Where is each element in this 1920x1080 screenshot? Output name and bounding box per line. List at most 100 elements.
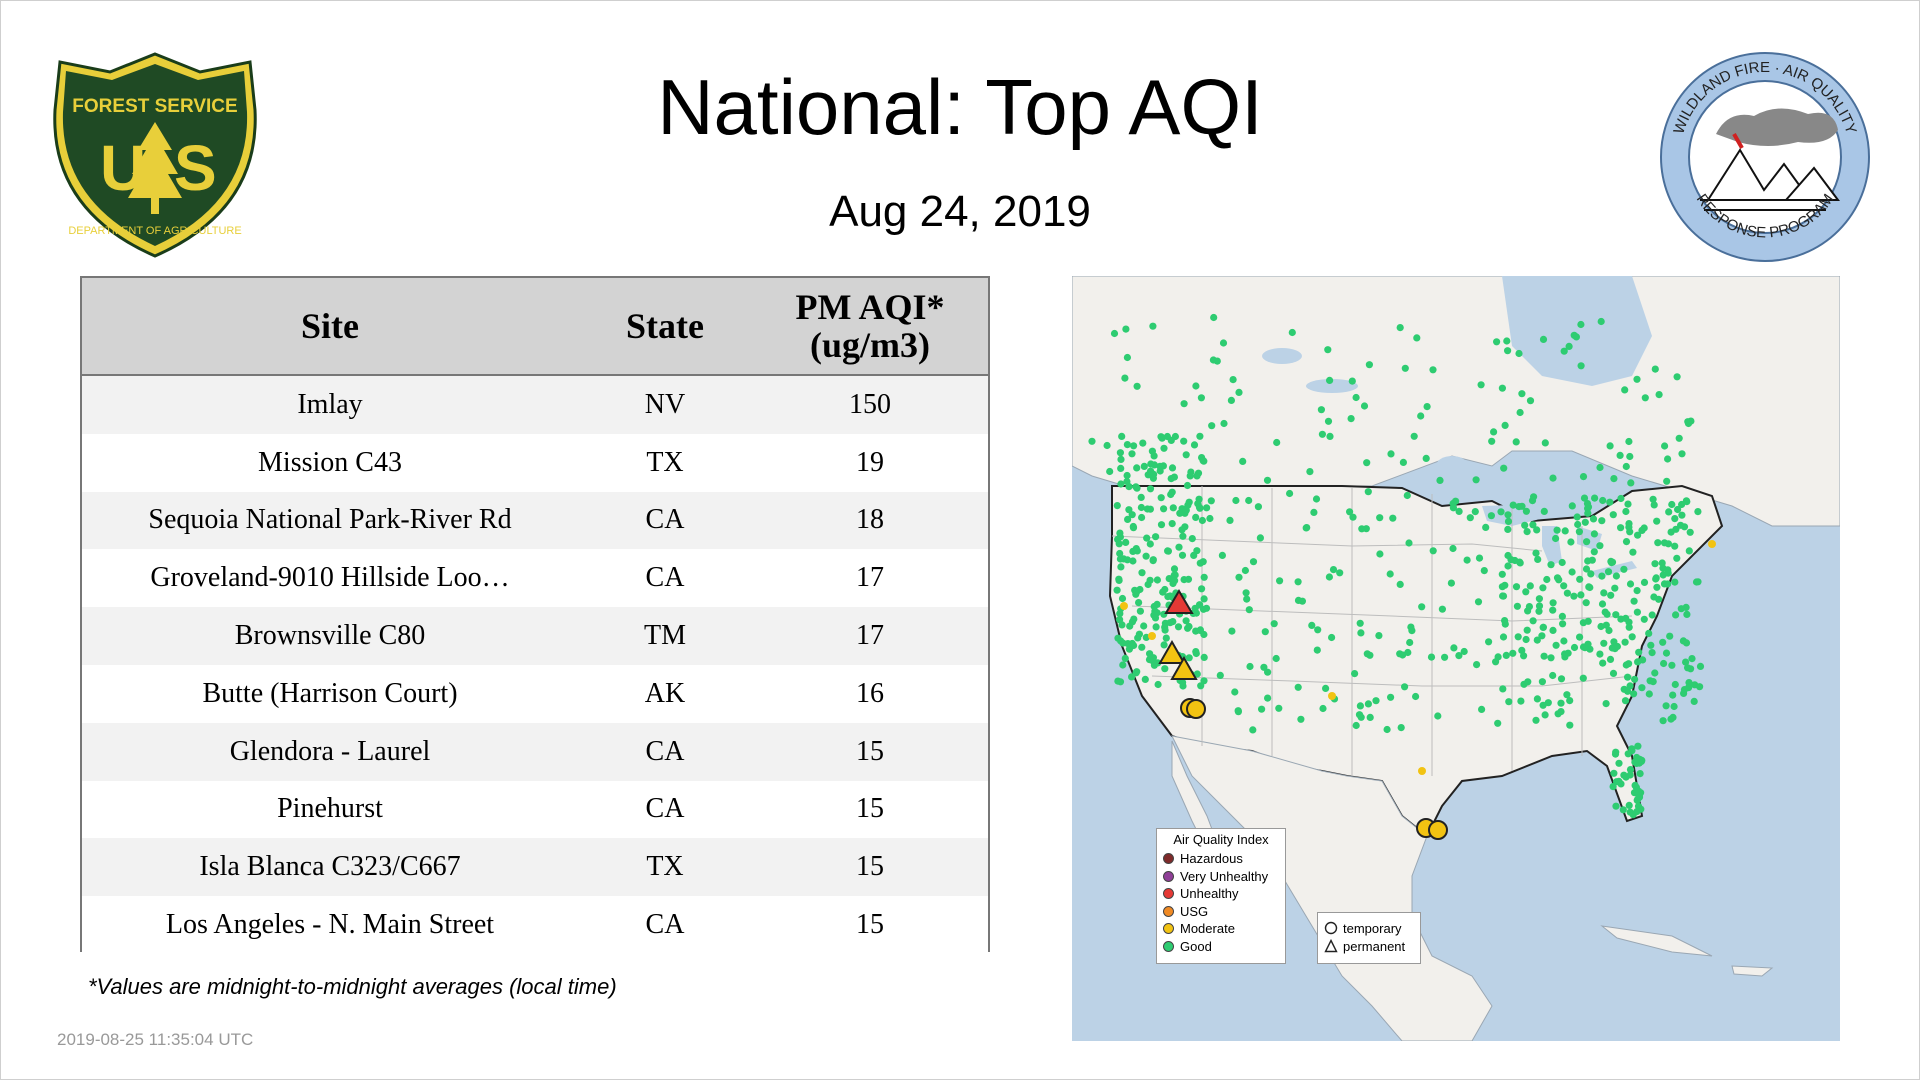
good-monitor-marker [1558,612,1566,620]
good-monitor-marker [1429,547,1437,555]
good-monitor-marker [1568,502,1576,510]
good-monitor-marker [1629,548,1637,556]
cell-aqi: 15 [752,838,988,897]
good-monitor-marker [1606,655,1615,663]
good-monitor-marker [1329,566,1338,574]
good-monitor-marker [1313,646,1321,654]
cell-state: CA [578,491,752,550]
good-monitor-marker [1504,347,1512,355]
good-monitor-marker [1162,634,1170,642]
good-monitor-marker [1355,711,1364,719]
good-monitor-marker [1133,382,1141,390]
aqi-legend-title: Air Quality Index [1173,832,1269,847]
good-monitor-marker [1560,582,1568,590]
cell-state: CA [578,549,752,608]
good-monitor-marker [1633,608,1641,616]
good-monitor-marker [1170,571,1178,579]
good-monitor-marker [1538,632,1546,640]
good-monitor-marker [1619,806,1627,814]
good-monitor-marker [1628,633,1636,641]
good-monitor-marker [1149,556,1157,564]
good-monitor-marker [1649,495,1657,503]
good-monitor-marker [1116,549,1124,558]
cell-state: CA [578,722,752,781]
good-monitor-marker [1674,505,1682,514]
good-monitor-marker [1577,362,1585,370]
good-monitor-marker [1164,593,1172,601]
good-monitor-marker [1682,658,1690,666]
good-monitor-marker [1532,549,1540,557]
cell-state: CA [578,896,752,954]
good-monitor-marker [1566,721,1574,729]
good-monitor-marker [1232,496,1240,505]
good-monitor-marker [1668,500,1676,509]
good-monitor-marker [1684,418,1692,426]
wildland-fire-logo: WILDLAND FIRE · AIR QUALITY RESPONSE PRO… [1658,50,1872,264]
good-monitor-marker [1273,438,1281,447]
good-monitor-marker [1358,525,1366,533]
good-monitor-marker [1651,560,1659,568]
good-monitor-marker [1659,638,1667,646]
good-monitor-marker [1638,684,1646,692]
good-monitor-marker [1560,347,1568,355]
good-monitor-marker [1167,436,1175,444]
good-monitor-marker [1671,515,1679,523]
good-monitor-marker [1220,419,1228,428]
good-monitor-marker [1663,477,1671,485]
good-monitor-marker [1196,432,1204,440]
good-monitor-marker [1664,540,1672,548]
good-monitor-marker [1567,538,1575,546]
good-monitor-marker [1605,626,1613,635]
good-monitor-marker [1597,317,1605,326]
cuba-land [1600,925,1713,957]
good-monitor-marker [1667,715,1675,723]
cell-aqi: 150 [752,375,988,434]
good-monitor-marker [1324,417,1333,425]
good-monitor-marker [1118,594,1127,603]
good-monitor-marker [1159,588,1167,596]
good-monitor-marker [1150,661,1158,669]
good-monitor-marker [1460,647,1468,656]
good-monitor-marker [1116,529,1124,537]
good-monitor-marker [1239,457,1247,465]
legend-label: Very Unhealthy [1180,868,1269,884]
good-monitor-marker [1621,386,1629,394]
good-monitor-marker [1500,464,1508,472]
good-monitor-marker [1182,506,1190,514]
header-aqi: PM AQI* (ug/m3) [752,278,988,376]
good-monitor-marker [1539,335,1548,343]
good-monitor-marker [1472,476,1480,484]
good-monitor-marker [1518,390,1526,398]
good-monitor-marker [1117,464,1125,472]
good-monitor-marker [1526,397,1535,405]
good-monitor-marker [1615,759,1623,767]
good-monitor-marker [1103,441,1111,450]
good-monitor-marker [1473,661,1481,669]
good-monitor-marker [1200,573,1208,581]
good-monitor-marker [1494,719,1502,727]
good-monitor-marker [1121,654,1129,662]
good-monitor-marker [1148,447,1156,455]
good-monitor-marker [1167,490,1175,499]
good-monitor-marker [1628,745,1636,753]
good-monitor-marker [1603,610,1611,618]
good-monitor-marker [1582,599,1590,607]
good-monitor-marker [1645,629,1653,637]
good-monitor-marker [1651,365,1659,373]
good-monitor-marker [1477,381,1485,389]
cell-state: AK [578,664,752,723]
good-monitor-marker [1192,648,1200,656]
good-monitor-marker [1192,382,1200,390]
good-monitor-marker [1630,690,1638,698]
good-monitor-marker [1648,611,1656,619]
good-monitor-marker [1599,496,1607,505]
good-monitor-marker [1186,472,1194,480]
good-monitor-marker [1640,524,1648,532]
good-monitor-marker [1308,621,1316,629]
good-monitor-marker [1171,577,1179,585]
good-monitor-marker [1137,493,1145,501]
legend-item-good: Good [1163,938,1279,956]
cell-aqi: 15 [752,896,988,954]
good-monitor-marker [1598,572,1606,580]
good-monitor-marker [1634,531,1642,539]
